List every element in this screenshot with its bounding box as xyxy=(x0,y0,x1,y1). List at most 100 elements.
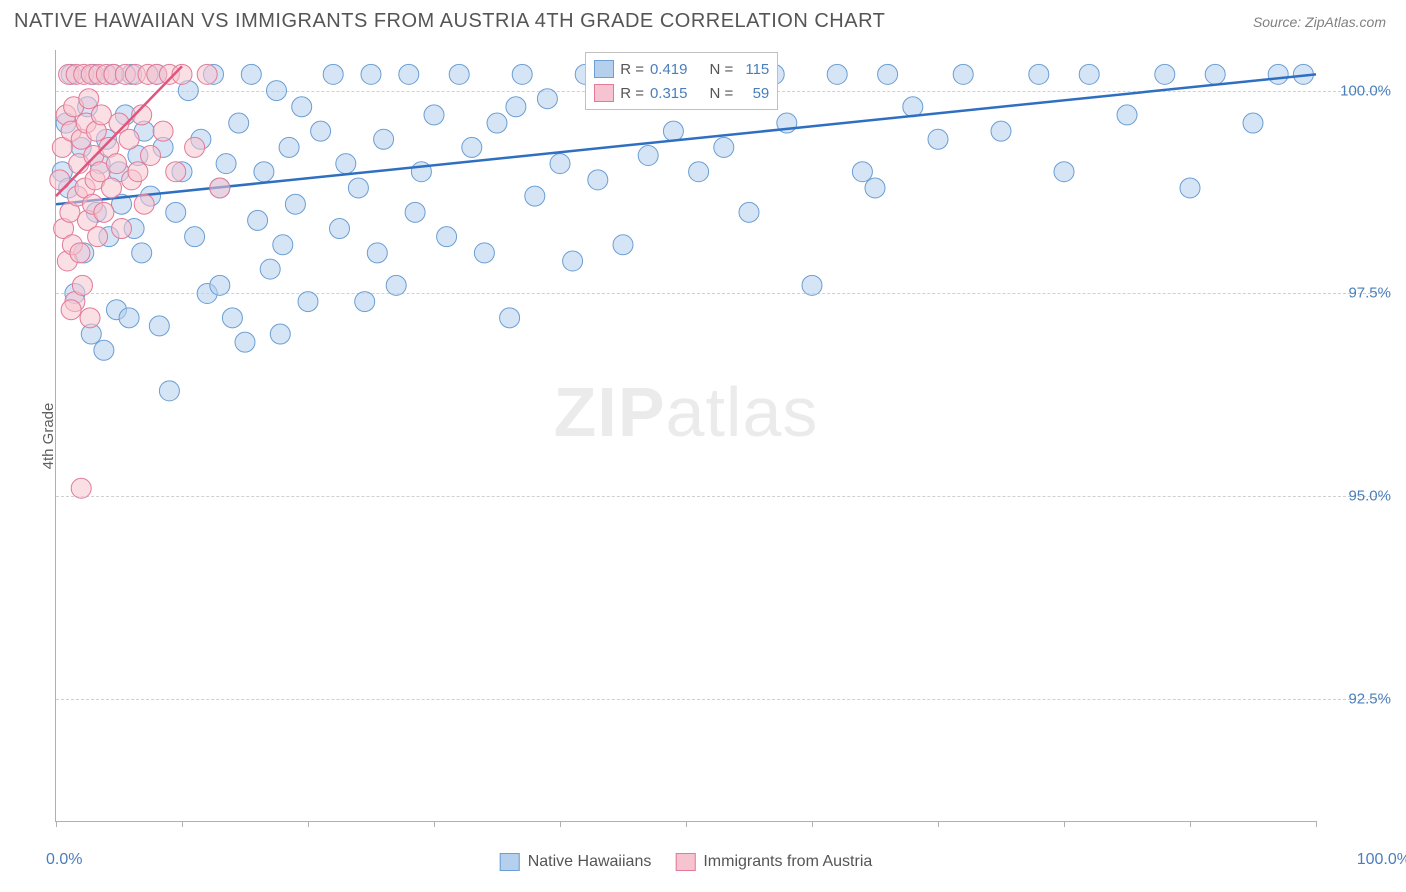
data-point xyxy=(279,137,299,157)
data-point xyxy=(292,97,312,117)
x-axis-max-label: 100.0% xyxy=(1357,851,1406,869)
x-tick xyxy=(686,821,687,827)
scatter-svg xyxy=(56,50,1316,821)
data-point xyxy=(72,275,92,295)
data-point xyxy=(119,129,139,149)
data-point xyxy=(487,113,507,133)
data-point xyxy=(229,113,249,133)
data-point xyxy=(374,129,394,149)
data-point xyxy=(91,105,111,125)
data-point xyxy=(953,64,973,84)
data-point xyxy=(119,308,139,328)
x-tick xyxy=(56,821,57,827)
data-point xyxy=(94,202,114,222)
x-tick xyxy=(812,821,813,827)
data-point xyxy=(94,340,114,360)
data-point xyxy=(273,235,293,255)
data-point xyxy=(153,121,173,141)
stats-legend-row: R =0.419N =115 xyxy=(594,57,769,81)
data-point xyxy=(348,178,368,198)
legend-swatch xyxy=(675,853,695,871)
legend-swatch xyxy=(594,60,614,78)
legend-r-value: 0.419 xyxy=(650,61,688,78)
data-point xyxy=(663,121,683,141)
legend-r-label: R = xyxy=(620,85,644,102)
data-point xyxy=(336,154,356,174)
legend-item: Immigrants from Austria xyxy=(675,853,872,871)
data-point xyxy=(550,154,570,174)
data-point xyxy=(141,146,161,166)
data-point xyxy=(613,235,633,255)
data-point xyxy=(537,89,557,109)
data-point xyxy=(563,251,583,271)
data-point xyxy=(235,332,255,352)
data-point xyxy=(79,89,99,109)
data-point xyxy=(928,129,948,149)
x-tick xyxy=(308,821,309,827)
header: NATIVE HAWAIIAN VS IMMIGRANTS FROM AUSTR… xyxy=(0,0,1406,43)
x-tick xyxy=(938,821,939,827)
data-point xyxy=(588,170,608,190)
data-point xyxy=(449,64,469,84)
data-point xyxy=(132,243,152,263)
data-point xyxy=(500,308,520,328)
data-point xyxy=(1079,64,1099,84)
data-point xyxy=(1243,113,1263,133)
data-point xyxy=(50,170,70,190)
chart-area: 4th Grade 92.5%95.0%97.5%100.0% ZIPatlas… xyxy=(55,50,1316,822)
data-point xyxy=(80,308,100,328)
data-point xyxy=(367,243,387,263)
legend-r-label: R = xyxy=(620,61,644,78)
data-point xyxy=(185,137,205,157)
data-point xyxy=(638,146,658,166)
data-point xyxy=(106,154,126,174)
data-point xyxy=(424,105,444,125)
data-point xyxy=(386,275,406,295)
data-point xyxy=(462,137,482,157)
data-point xyxy=(216,154,236,174)
y-tick-label: 100.0% xyxy=(1340,82,1391,99)
data-point xyxy=(827,64,847,84)
legend-label: Native Hawaiians xyxy=(528,853,652,871)
data-point xyxy=(166,202,186,222)
legend-item: Native Hawaiians xyxy=(500,853,652,871)
data-point xyxy=(70,243,90,263)
data-point xyxy=(159,381,179,401)
stats-legend: R =0.419N =115R =0.315N =59 xyxy=(585,52,778,110)
data-point xyxy=(852,162,872,182)
data-point xyxy=(134,194,154,214)
data-point xyxy=(88,227,108,247)
data-point xyxy=(260,259,280,279)
data-point xyxy=(270,324,290,344)
plot-area: 92.5%95.0%97.5%100.0% ZIPatlas R =0.419N… xyxy=(55,50,1316,822)
data-point xyxy=(1155,64,1175,84)
data-point xyxy=(112,219,132,239)
x-tick xyxy=(1064,821,1065,827)
data-point xyxy=(399,64,419,84)
data-point xyxy=(185,227,205,247)
legend-n-value: 59 xyxy=(739,85,769,102)
data-point xyxy=(101,178,121,198)
data-point xyxy=(689,162,709,182)
data-point xyxy=(71,478,91,498)
stats-legend-row: R =0.315N =59 xyxy=(594,81,769,105)
data-point xyxy=(474,243,494,263)
data-point xyxy=(512,64,532,84)
data-point xyxy=(323,64,343,84)
y-tick-label: 95.0% xyxy=(1348,488,1391,505)
data-point xyxy=(361,64,381,84)
data-point xyxy=(311,121,331,141)
data-point xyxy=(1029,64,1049,84)
data-point xyxy=(1117,105,1137,125)
legend-r-value: 0.315 xyxy=(650,85,688,102)
x-tick xyxy=(182,821,183,827)
legend-swatch xyxy=(594,84,614,102)
data-point xyxy=(210,275,230,295)
data-point xyxy=(714,137,734,157)
data-point xyxy=(197,64,217,84)
y-tick-label: 97.5% xyxy=(1348,285,1391,302)
data-point xyxy=(355,292,375,312)
x-tick xyxy=(1316,821,1317,827)
source-attribution: Source: ZipAtlas.com xyxy=(1253,14,1386,30)
x-axis-min-label: 0.0% xyxy=(46,851,82,869)
